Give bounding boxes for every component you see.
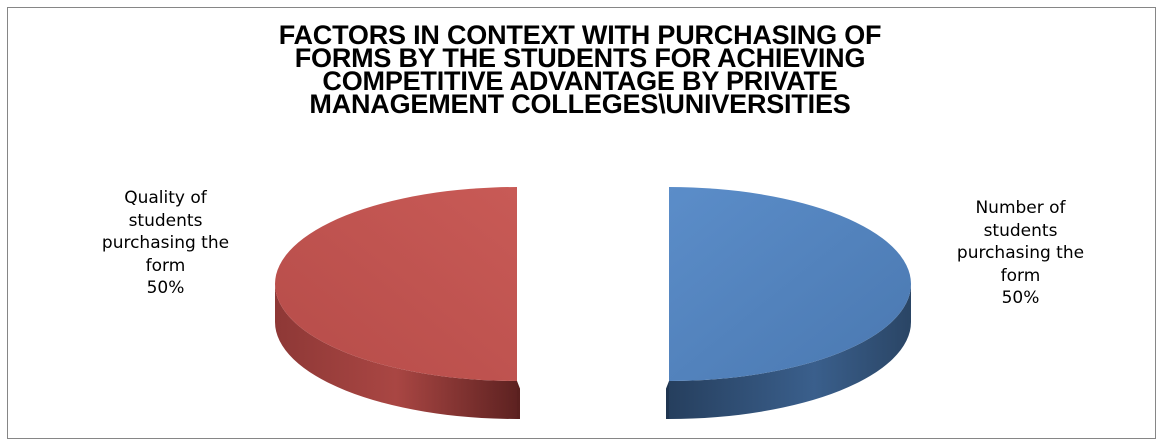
data-label-line: form bbox=[1000, 265, 1041, 286]
pie-slice-quality-of-students-cut-face bbox=[517, 187, 520, 419]
pie-slice-number-of-students-cut-face bbox=[666, 187, 669, 419]
pie-slice-number-of-students-side bbox=[669, 284, 911, 419]
data-label-quality-of-students: Quality of students purchasing the form … bbox=[63, 187, 268, 300]
data-label-line: students bbox=[128, 210, 203, 231]
pie-slice-quality-of-students-side bbox=[275, 284, 517, 419]
data-label-line: students bbox=[983, 220, 1058, 241]
data-label-percent: 50% bbox=[1001, 288, 1040, 308]
data-label-percent: 50% bbox=[146, 278, 185, 298]
chart-area bbox=[7, 7, 1156, 439]
data-label-line: Number of bbox=[975, 198, 1066, 218]
chart-title: FACTORS IN CONTEXT WITH PURCHASING OF FO… bbox=[40, 20, 1120, 119]
data-label-line: form bbox=[145, 255, 186, 276]
pie-slice-number-of-students-top bbox=[669, 187, 911, 381]
chart-title-line-2: FORMS BY THE STUDENTS FOR ACHIEVING bbox=[294, 43, 866, 73]
chart-title-line-3: COMPETITIVE ADVANTAGE BY PRIVATE bbox=[322, 66, 838, 96]
data-label-line: Quality of bbox=[124, 188, 207, 208]
data-label-line: purchasing the bbox=[101, 233, 230, 253]
pie-slice-quality-of-students-top bbox=[275, 187, 517, 381]
pie-slice-number-of-students bbox=[666, 187, 911, 419]
pie-slice-quality-of-students bbox=[275, 187, 520, 419]
chart-title-line-4: MANAGEMENT COLLEGES\UNIVERSITIES bbox=[309, 89, 851, 119]
data-label-line: purchasing the bbox=[956, 243, 1085, 263]
data-label-number-of-students: Number of students purchasing the form 5… bbox=[918, 197, 1123, 310]
chart-title-line-1: FACTORS IN CONTEXT WITH PURCHASING OF bbox=[278, 20, 882, 50]
